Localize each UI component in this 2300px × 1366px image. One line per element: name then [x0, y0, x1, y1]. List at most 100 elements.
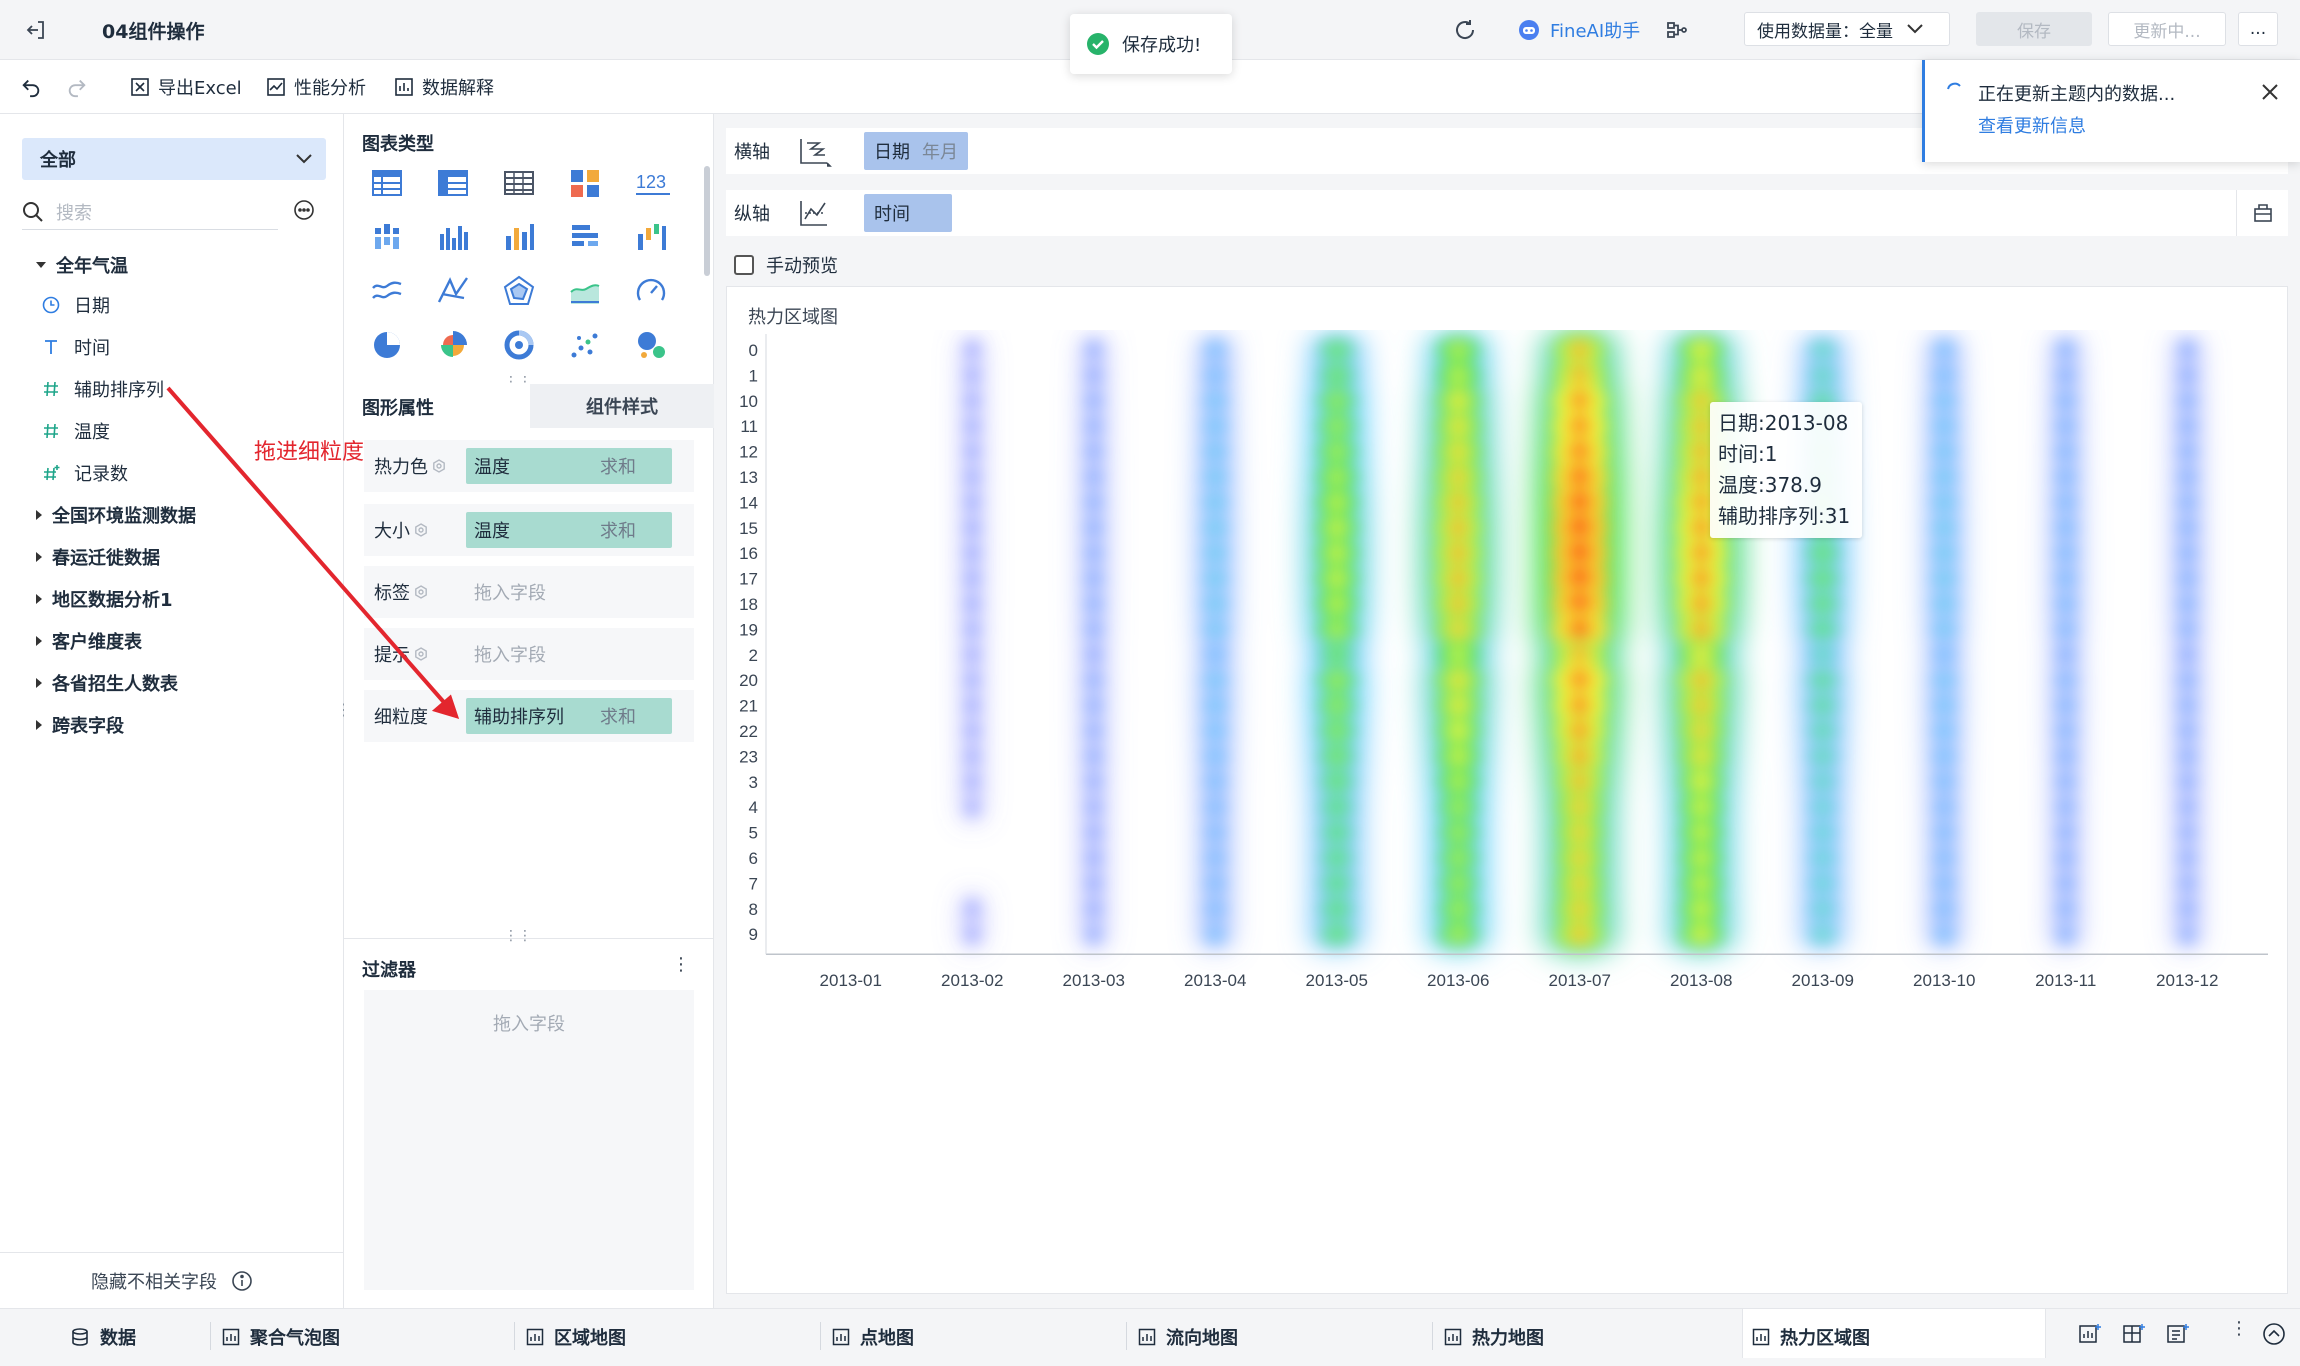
pill-aggregation[interactable]: 求和 — [600, 457, 636, 478]
field-search[interactable]: 搜索 — [22, 194, 278, 230]
dashboard-card-chart-icon[interactable] — [568, 166, 602, 200]
field-item[interactable]: 时间 — [42, 330, 110, 364]
close-icon[interactable] — [2258, 80, 2282, 104]
refresh-icon[interactable] — [1452, 17, 1478, 43]
heat-cell-core — [1816, 597, 1830, 611]
y-axis-shelf[interactable]: 纵轴 时间 — [726, 190, 2288, 236]
export-excel-button[interactable]: 导出Excel — [130, 74, 242, 100]
field-pill[interactable]: 温度 求和 — [466, 448, 672, 484]
tab-sheet[interactable]: 点地图 — [832, 1308, 914, 1366]
collapse-up-icon[interactable] — [2260, 1320, 2288, 1348]
lineage-icon[interactable] — [1664, 17, 1690, 43]
ai-assistant-button[interactable]: FineAI助手 — [1516, 17, 1640, 43]
cross-table-chart-icon[interactable] — [436, 166, 470, 200]
rose-pie-chart-icon[interactable] — [436, 328, 470, 362]
waterfall-chart-icon[interactable] — [634, 220, 668, 254]
chart-types-scrollbar[interactable] — [704, 166, 710, 276]
tab-data[interactable]: 数据 — [70, 1308, 136, 1366]
radar-chart-icon[interactable] — [502, 274, 536, 308]
settings-icon[interactable] — [414, 585, 428, 599]
pill-aggregation[interactable]: 求和 — [600, 707, 636, 728]
tab-sheet[interactable]: 流向地图 — [1138, 1308, 1238, 1366]
performance-analysis-button[interactable]: 性能分析 — [266, 74, 366, 100]
field-pill[interactable]: 温度 求和 — [466, 512, 672, 548]
search-input[interactable]: 搜索 — [56, 202, 92, 224]
undo-icon[interactable] — [18, 74, 44, 100]
more-tabs-icon[interactable]: ⋮ — [2230, 1318, 2248, 1339]
field-item[interactable]: 记录数 — [42, 456, 128, 490]
pill-aggregation[interactable]: 求和 — [600, 521, 636, 542]
tree-group[interactable]: 各省招生人数表 — [36, 666, 178, 700]
donut-chart-icon[interactable] — [502, 328, 536, 362]
tab-label: 区域地图 — [554, 1328, 626, 1349]
table-detail-chart-icon[interactable] — [370, 166, 404, 200]
heat-cell-core — [1089, 498, 1098, 507]
tab-sheet-active[interactable]: 热力区域图 — [1752, 1308, 1870, 1366]
scatter-chart-icon[interactable] — [568, 328, 602, 362]
filter-more-icon[interactable]: ⋮ — [672, 954, 690, 975]
x-axis-field-pill[interactable]: 日期 年月 — [864, 132, 968, 170]
data-volume-select[interactable]: 使用数据量：全量 — [1744, 12, 1950, 46]
column-chart-icon[interactable] — [502, 220, 536, 254]
settings-icon[interactable] — [432, 459, 446, 473]
filter-drop-zone[interactable]: 拖入字段 — [364, 990, 694, 1290]
dataset-scope-select[interactable]: 全部 — [22, 138, 326, 180]
redo-icon[interactable] — [64, 74, 90, 100]
more-button[interactable]: ... — [2238, 12, 2278, 46]
tree-group[interactable]: 跨表字段 — [36, 708, 124, 742]
y-axis-field-pill[interactable]: 时间 — [864, 194, 952, 232]
heat-cell-core — [2183, 727, 2192, 735]
x-axis-type-icon[interactable] — [786, 135, 844, 167]
add-component-icon[interactable] — [2076, 1320, 2104, 1348]
save-button[interactable]: 保存 — [1976, 12, 2092, 46]
field-item[interactable]: 温度 — [42, 414, 110, 448]
gauge-chart-icon[interactable] — [634, 274, 668, 308]
add-story-icon[interactable] — [2164, 1320, 2192, 1348]
tab-sheet[interactable]: 热力地图 — [1444, 1308, 1544, 1366]
save-success-toast: 保存成功! — [1070, 14, 1232, 74]
drop-field-placeholder[interactable]: 拖入字段 — [474, 583, 546, 604]
multi-series-column-chart-icon[interactable] — [436, 220, 470, 254]
add-dashboard-icon[interactable] — [2120, 1320, 2148, 1348]
manual-preview-toggle[interactable]: 手动预览 — [734, 252, 838, 278]
heat-cell-core — [1691, 696, 1711, 715]
tree-group[interactable]: 全国环境监测数据 — [36, 498, 196, 532]
bubble-chart-icon[interactable] — [634, 328, 668, 362]
view-update-info-link[interactable]: 查看更新信息 — [1978, 116, 2086, 137]
tab-component-style[interactable]: 组件样式 — [530, 384, 714, 428]
tab-sheet[interactable]: 区域地图 — [526, 1308, 626, 1366]
drop-field-placeholder[interactable]: 拖入字段 — [474, 645, 546, 666]
tab-graphic-properties[interactable]: 图形属性 — [344, 384, 530, 428]
exit-icon[interactable] — [22, 16, 50, 44]
update-button[interactable]: 更新中... — [2108, 12, 2226, 46]
tree-group[interactable]: 地区数据分析1 — [36, 582, 173, 616]
hide-irrelevant-fields-toggle[interactable]: 隐藏不相关字段 — [0, 1252, 344, 1308]
heat-cell-core — [1570, 899, 1589, 918]
settings-icon[interactable] — [414, 647, 428, 661]
tree-group[interactable]: 春运迁徙数据 — [36, 540, 160, 574]
heat-area-chart[interactable]: 0 1 10 11 12 13 14 15 16 17 18 19 2 20 21 22 23 3 4 5 6 7 8 9 2… — [726, 330, 2288, 1280]
field-pill[interactable]: 辅助排序列 求和 — [466, 698, 672, 734]
line-chart-icon[interactable] — [370, 274, 404, 308]
y-axis-type-icon[interactable] — [786, 197, 844, 229]
tab-sheet[interactable]: 聚合气泡图 — [222, 1308, 340, 1366]
pie-chart-icon[interactable] — [370, 328, 404, 362]
swap-axes-button[interactable] — [2236, 190, 2288, 236]
area-chart-icon[interactable] — [568, 274, 602, 308]
bar-chart-icon[interactable] — [568, 220, 602, 254]
group-table-chart-icon[interactable] — [502, 166, 536, 200]
data-explain-button[interactable]: 数据解释 — [394, 74, 494, 100]
kpi-number-chart-icon[interactable]: 123 — [634, 166, 674, 200]
manual-preview-checkbox[interactable] — [734, 255, 754, 275]
section-resize-handle[interactable]: ⋮⋮ — [504, 928, 532, 944]
grouped-bar-chart-icon[interactable] — [370, 220, 404, 254]
more-options-icon[interactable] — [292, 198, 316, 222]
chart-card — [726, 286, 2288, 1294]
settings-icon[interactable] — [414, 523, 428, 537]
tree-group[interactable]: 客户维度表 — [36, 624, 142, 658]
tree-group-annual-temp[interactable]: 全年气温 — [36, 248, 128, 282]
field-item[interactable]: 日期 — [42, 288, 110, 322]
tab-label: 点地图 — [860, 1328, 914, 1349]
field-item[interactable]: 辅助排序列 — [42, 372, 164, 406]
radar-line-chart-icon[interactable] — [436, 274, 470, 308]
